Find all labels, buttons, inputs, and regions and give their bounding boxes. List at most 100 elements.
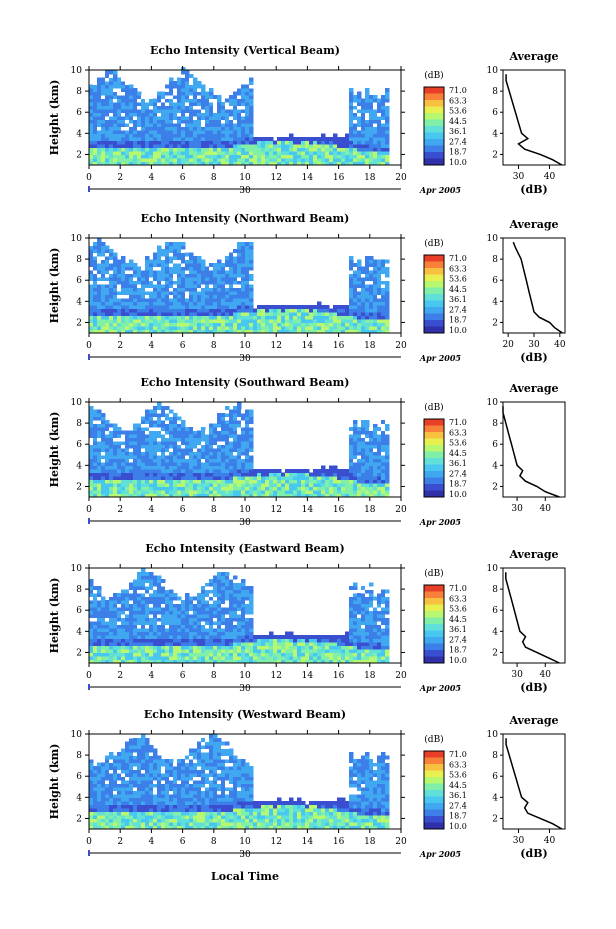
y-tick-label: 8 [76,87,82,97]
colorbar-tick-label: 63.3 [449,428,467,437]
average-profile-line [505,74,563,166]
colorbar-swatch [424,822,444,830]
average-title: Average [508,548,558,561]
y-tick-label: 2 [76,150,82,160]
colorbar-tick-label: 18.7 [449,148,467,157]
date-label: 30 [239,850,251,860]
x-tick-label: 6 [180,505,186,515]
x-tick-label: 20 [395,671,407,681]
x-tick-label: 0 [86,341,92,351]
y-tick-label: 6 [76,108,82,118]
avg-x-tick-label: 40 [554,340,566,350]
colorbar-swatch [424,432,444,439]
avg-x-tick-label: 30 [528,340,540,350]
y-tick-label: 2 [76,814,82,824]
month-label: Apr 2005 [419,185,462,195]
x-tick-label: 2 [117,173,123,183]
avg-x-label: (dB) [520,351,547,364]
colorbar-swatch [424,294,444,301]
date-label: 30 [239,684,251,694]
x-tick-label: 2 [117,671,123,681]
x-tick-label: 12 [270,505,281,515]
y-tick-label: 10 [71,234,83,244]
colorbar-swatch [424,274,444,282]
x-tick-label: 16 [333,341,345,351]
y-axis-label: Height (km) [48,80,61,156]
avg-x-label: (dB) [520,183,547,196]
x-tick-label: 8 [211,505,217,515]
colorbar-tick-label: 71.0 [449,254,467,263]
colorbar-swatch [424,445,444,452]
colorbar-tick-label: 18.7 [449,646,467,655]
colorbar-swatch [424,790,444,797]
month-label: Apr 2005 [419,517,462,527]
y-tick-label: 6 [76,276,82,286]
average-title: Average [508,50,558,63]
colorbar-tick-label: 44.5 [449,615,467,624]
colorbar-frame [423,418,445,498]
average-title: Average [508,218,558,231]
avg-y-tick-label: 10 [487,66,499,76]
x-tick-label: 12 [270,837,281,847]
avg-x-label: (dB) [520,681,547,694]
colorbar-tick-label: 71.0 [449,418,467,427]
colorbar-frame [423,750,445,830]
colorbar-tick-label: 36.1 [449,295,467,304]
colorbar-tick-label: 27.4 [449,635,467,644]
colorbar-swatch [424,656,444,664]
average-frame [502,567,566,664]
colorbar-swatch [424,591,444,599]
panel-1: Echo Intensity (Northward Beam) Height (k… [48,212,566,364]
avg-y-tick-label: 2 [492,814,498,824]
average-frame [502,401,566,498]
y-tick-label: 10 [71,730,83,740]
colorbar-swatch [424,119,444,127]
y-axis-label: Height (km) [48,412,61,488]
x-tick-label: 18 [364,505,376,515]
colorbar-swatch [424,261,444,269]
month-label: Apr 2005 [419,353,462,363]
x-tick-label: 6 [180,341,186,351]
heatmap-cells [89,734,390,830]
y-tick-label: 4 [76,461,82,471]
x-tick-label: 18 [364,671,376,681]
avg-x-tick-label: 40 [544,172,556,182]
avg-y-tick-label: 2 [492,482,498,492]
x-tick-label: 2 [117,505,123,515]
x-tick-label: 8 [211,341,217,351]
x-tick-label: 16 [333,505,345,515]
month-label: Apr 2005 [419,683,462,693]
x-tick-label: 2 [117,837,123,847]
colorbar-swatch [424,300,444,308]
colorbar-swatch [424,770,444,778]
x-tick-label: 6 [180,837,186,847]
x-tick-label: 0 [86,505,92,515]
avg-y-tick-label: 8 [492,585,498,595]
avg-y-tick-label: 2 [492,150,498,160]
avg-y-tick-label: 6 [492,276,498,286]
x-axis-label: Local Time [211,870,279,883]
x-tick-label: 18 [364,341,376,351]
avg-y-tick-label: 4 [492,461,498,471]
colorbar-swatch [424,451,444,459]
y-tick-label: 4 [76,297,82,307]
avg-x-tick-label: 30 [513,172,525,182]
colorbar-swatch [424,419,444,426]
y-tick-label: 10 [71,66,83,76]
x-tick-label: 20 [395,173,407,183]
x-tick-label: 10 [239,505,251,515]
colorbar-swatch [424,464,444,472]
x-tick-label: 16 [333,837,345,847]
x-tick-label: 6 [180,173,186,183]
panel-4: Echo Intensity (Westward Beam) Height (km… [48,708,566,860]
x-tick-label: 20 [395,341,407,351]
colorbar-swatch [424,106,444,114]
avg-y-tick-label: 2 [492,318,498,328]
avg-y-tick-label: 10 [487,234,499,244]
x-tick-label: 0 [86,671,92,681]
x-tick-label: 8 [211,671,217,681]
colorbar-tick-label: 71.0 [449,750,467,759]
y-tick-label: 6 [76,440,82,450]
avg-x-tick-label: 30 [511,504,523,514]
colorbar-tick-label: 44.5 [449,285,467,294]
